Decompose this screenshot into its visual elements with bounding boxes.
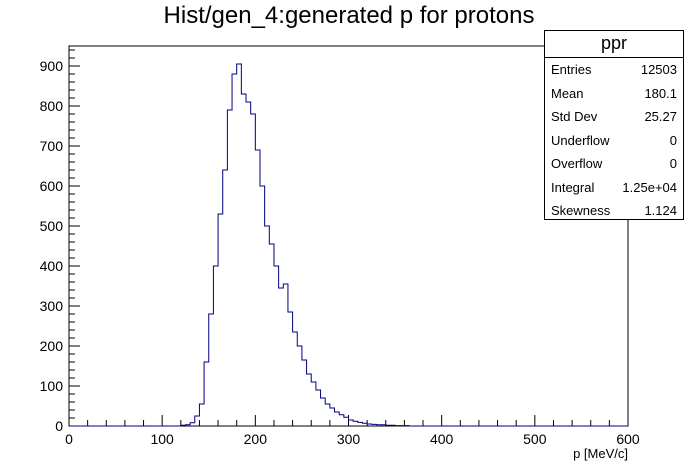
x-tick-label: 600 (616, 431, 640, 447)
y-tick-label: 400 (40, 258, 64, 274)
stats-key: Entries (551, 62, 592, 77)
stats-key: Integral (551, 179, 595, 195)
stats-key: Std Dev (551, 109, 598, 124)
x-tick-label: 0 (65, 431, 73, 447)
y-tick-label: 600 (40, 178, 64, 194)
y-tick-label: 800 (40, 98, 64, 114)
x-axis: 0 100 200 300 400 500 600 (65, 415, 640, 447)
x-tick-label: 100 (150, 431, 174, 447)
stats-value: 12503 (640, 62, 677, 77)
y-tick-label: 0 (55, 418, 63, 434)
stats-row-mean: Mean 180.1 (545, 82, 683, 106)
histogram-line (69, 63, 628, 427)
stats-box-title: ppr (545, 31, 683, 58)
stats-key: Skewness (551, 203, 611, 218)
stats-box: ppr Entries 12503 Mean 180.1 Std Dev 25.… (544, 30, 684, 220)
stats-value: 25.27 (644, 109, 677, 124)
chart-title: Hist/gen_4:generated p for protons (163, 2, 535, 29)
stats-value: 0 (669, 132, 677, 148)
y-tick-label: 500 (40, 218, 64, 234)
y-tick-label: 700 (40, 138, 64, 154)
x-tick-label: 300 (337, 431, 361, 447)
x-tick-label: 500 (523, 431, 547, 447)
stats-value: 0 (669, 156, 677, 171)
x-axis-label: p [MeV/c] (573, 446, 628, 461)
y-tick-label: 100 (40, 378, 64, 394)
x-tick-label: 400 (430, 431, 454, 447)
x-tick-label: 200 (244, 431, 268, 447)
stats-row-integral: Integral 1.25e+04 (545, 176, 683, 200)
stats-row-underflow: Underflow 0 (545, 129, 683, 153)
stats-row-skewness: Skewness 1.124 (545, 199, 683, 223)
y-tick-label: 900 (40, 58, 64, 74)
stats-value: 1.124 (644, 203, 677, 218)
stats-key: Underflow (551, 132, 610, 148)
stats-value: 1.25e+04 (622, 179, 677, 195)
y-tick-label: 200 (40, 338, 64, 354)
y-axis: 0 100 200 300 400 500 600 700 800 900 (40, 49, 80, 434)
y-tick-label: 300 (40, 298, 64, 314)
stats-value: 180.1 (644, 85, 677, 101)
stats-row-entries: Entries 12503 (545, 58, 683, 82)
stats-key: Overflow (551, 156, 603, 171)
stats-row-overflow: Overflow 0 (545, 152, 683, 176)
stats-row-stddev: Std Dev 25.27 (545, 105, 683, 129)
stats-key: Mean (551, 85, 584, 101)
